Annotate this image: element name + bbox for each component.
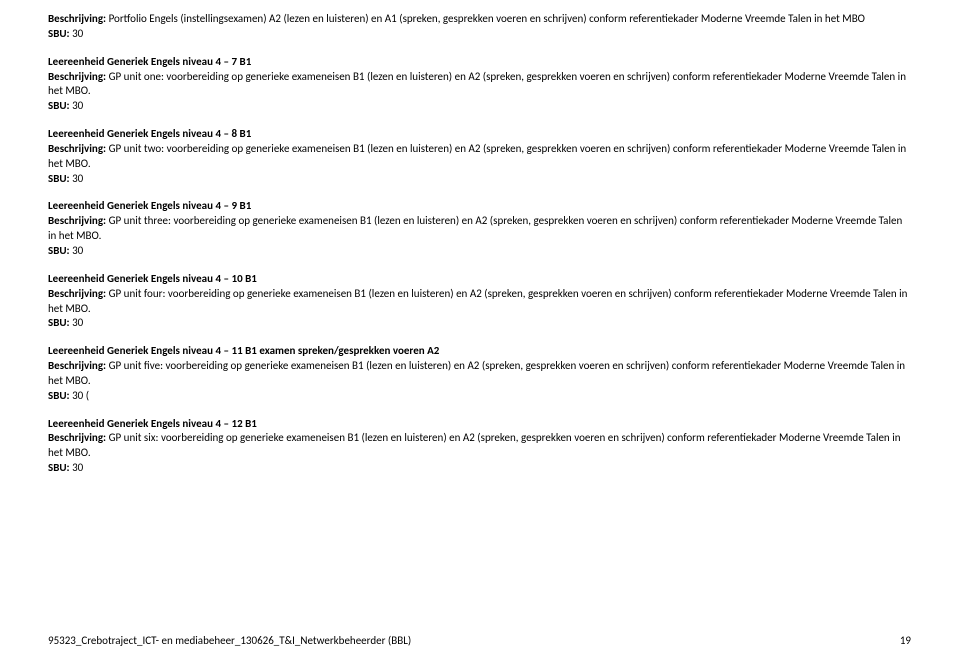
unit-title: Leereenheid Generiek Engels niveau 4 – 7… <box>48 55 911 70</box>
footer-left: 95323_Crebotraject_ICT- en mediabeheer_1… <box>48 634 411 649</box>
beschrijving-text: Portfolio Engels (instellingsexamen) A2 … <box>106 12 865 25</box>
beschrijving-label: Beschrijving: <box>48 359 106 372</box>
beschrijving-text: GP unit three: voorbereiding op generiek… <box>48 214 902 242</box>
sbu-label: SBU: <box>48 244 70 257</box>
sbu-value: 30 <box>70 461 84 474</box>
unit-sbu-line: SBU: 30 <box>48 172 911 187</box>
beschrijving-label: Beschrijving: <box>48 287 106 300</box>
unit-title: Leereenheid Generiek Engels niveau 4 – 8… <box>48 127 911 142</box>
unit-title: Leereenheid Generiek Engels niveau 4 – 9… <box>48 199 911 214</box>
sbu-value: 30 <box>70 172 84 185</box>
unit-block: Leereenheid Generiek Engels niveau 4 – 1… <box>48 417 911 476</box>
sbu-label: SBU: <box>48 316 70 329</box>
unit-sbu-line: SBU: 30 ( <box>48 389 911 404</box>
intro-beschrijving-line: Beschrijving: Portfolio Engels (instelli… <box>48 12 911 27</box>
beschrijving-label: Beschrijving: <box>48 431 106 444</box>
unit-block: Leereenheid Generiek Engels niveau 4 – 8… <box>48 127 911 186</box>
unit-sbu-line: SBU: 30 <box>48 244 911 259</box>
beschrijving-label: Beschrijving: <box>48 12 106 25</box>
sbu-label: SBU: <box>48 461 70 474</box>
unit-title: Leereenheid Generiek Engels niveau 4 – 1… <box>48 417 911 432</box>
intro-sbu-line: SBU: 30 <box>48 27 911 42</box>
beschrijving-label: Beschrijving: <box>48 70 106 83</box>
unit-sbu-line: SBU: 30 <box>48 99 911 114</box>
beschrijving-text: GP unit two: voorbereiding op generieke … <box>48 142 906 170</box>
sbu-value: 30 <box>70 244 84 257</box>
beschrijving-label: Beschrijving: <box>48 142 106 155</box>
sbu-label: SBU: <box>48 99 70 112</box>
beschrijving-text: GP unit six: voorbereiding op generieke … <box>48 431 901 459</box>
sbu-value: 30 <box>70 27 84 40</box>
unit-beschrijving-line: Beschrijving: GP unit six: voorbereiding… <box>48 431 911 461</box>
document-page: Beschrijving: Portfolio Engels (instelli… <box>0 0 959 663</box>
sbu-value: 30 <box>70 99 84 112</box>
footer-page-number: 19 <box>900 634 911 649</box>
beschrijving-text: GP unit one: voorbereiding op generieke … <box>48 70 906 98</box>
unit-title: Leereenheid Generiek Engels niveau 4 – 1… <box>48 272 911 287</box>
unit-block: Leereenheid Generiek Engels niveau 4 – 9… <box>48 199 911 258</box>
unit-beschrijving-line: Beschrijving: GP unit two: voorbereiding… <box>48 142 911 172</box>
unit-sbu-line: SBU: 30 <box>48 461 911 476</box>
unit-beschrijving-line: Beschrijving: GP unit four: voorbereidin… <box>48 287 911 317</box>
unit-beschrijving-line: Beschrijving: GP unit three: voorbereidi… <box>48 214 911 244</box>
sbu-label: SBU: <box>48 172 70 185</box>
unit-sbu-line: SBU: 30 <box>48 316 911 331</box>
unit-block: Leereenheid Generiek Engels niveau 4 – 1… <box>48 272 911 331</box>
beschrijving-text: GP unit four: voorbereiding op generieke… <box>48 287 907 315</box>
sbu-value: 30 ( <box>70 389 89 402</box>
sbu-label: SBU: <box>48 27 70 40</box>
intro-block: Beschrijving: Portfolio Engels (instelli… <box>48 12 911 42</box>
beschrijving-text: GP unit five: voorbereiding op generieke… <box>48 359 905 387</box>
sbu-value: 30 <box>70 316 84 329</box>
unit-block: Leereenheid Generiek Engels niveau 4 – 7… <box>48 55 911 114</box>
beschrijving-label: Beschrijving: <box>48 214 106 227</box>
unit-beschrijving-line: Beschrijving: GP unit five: voorbereidin… <box>48 359 911 389</box>
unit-block: Leereenheid Generiek Engels niveau 4 – 1… <box>48 344 911 403</box>
sbu-label: SBU: <box>48 389 70 402</box>
unit-title: Leereenheid Generiek Engels niveau 4 – 1… <box>48 344 911 359</box>
unit-beschrijving-line: Beschrijving: GP unit one: voorbereiding… <box>48 70 911 100</box>
page-footer: 95323_Crebotraject_ICT- en mediabeheer_1… <box>48 634 911 649</box>
